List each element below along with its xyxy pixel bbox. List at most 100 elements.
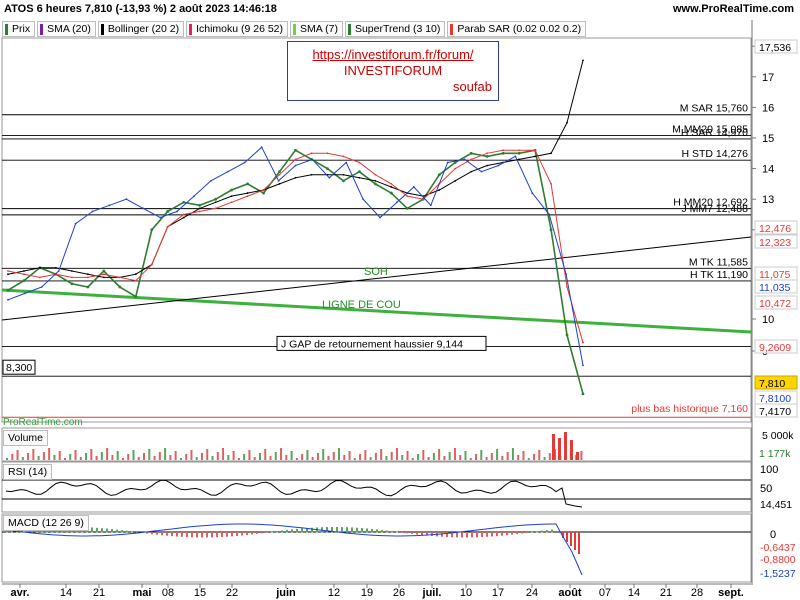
volume-bar (290, 451, 293, 460)
macd-bar (578, 532, 580, 554)
series-point (486, 164, 489, 167)
legend-item-supertrend[interactable]: SuperTrend (3 10) (344, 21, 446, 37)
series-point (134, 295, 138, 298)
series-point (534, 155, 536, 158)
volume-bar (200, 453, 203, 460)
macd-bar (331, 527, 333, 533)
volume-bar (11, 454, 14, 460)
legend-label: SMA (20) (47, 23, 91, 35)
volume-bar (496, 449, 499, 460)
price-tag-box (754, 295, 798, 310)
series-point (565, 273, 567, 276)
series-point (243, 161, 246, 164)
series-point (345, 161, 348, 164)
macd-bar (216, 532, 218, 538)
volume-panel-label[interactable]: Volume (3, 430, 49, 446)
volume-bar (390, 452, 393, 460)
series-point (166, 210, 170, 213)
volume-bar (21, 457, 24, 460)
macd-bar (396, 531, 398, 533)
macd-bar (391, 531, 393, 533)
volume-bar (464, 451, 467, 460)
series-point (389, 191, 393, 195)
legend-item-bollinger[interactable]: Bollinger (20 2) (97, 21, 185, 37)
volume-bar (459, 455, 462, 460)
macd-bar (96, 527, 98, 533)
macd-bar (296, 528, 298, 533)
macd-bar (416, 532, 418, 535)
macd-bar (341, 527, 343, 533)
legend-item-sma20[interactable]: SMA (20) (37, 21, 96, 37)
series-point (294, 158, 297, 161)
volume-bar (427, 457, 430, 460)
volume-bar (116, 451, 119, 460)
macd-bar (221, 532, 223, 538)
macd-panel-label[interactable]: MACD (12 26 9) (3, 515, 89, 531)
macd-bar (461, 532, 463, 538)
macd-bar (516, 532, 518, 535)
macd-bar (166, 532, 168, 536)
volume-bar (374, 453, 377, 460)
series-line-3 (7, 146, 584, 366)
macd-bar (566, 532, 568, 542)
legend-item-sma7[interactable]: SMA (7) (290, 21, 343, 37)
rsi-tag: 14,451 (760, 499, 792, 511)
legend-item-parabsar[interactable]: Parab SAR (0.02 0.02 0.2) (447, 21, 587, 37)
series-point (453, 161, 457, 164)
x-tick-label: juin (275, 587, 296, 599)
macd-panel (1, 513, 752, 583)
series-point (582, 59, 584, 62)
series-point (166, 225, 169, 228)
macd-bar (521, 532, 523, 534)
neckline (1, 288, 752, 334)
forum-link[interactable]: https://investiforum.fr/forum/ (312, 47, 474, 62)
series-point (150, 263, 153, 266)
volume-bar (111, 455, 114, 460)
volume-bar (543, 457, 546, 460)
volume-bar (438, 449, 441, 460)
legend-swatch (40, 23, 44, 35)
macd-bar (451, 532, 453, 538)
volume-bar (385, 456, 388, 460)
volume-bar (501, 456, 504, 460)
level-label: H STD 14,276 (681, 148, 748, 160)
series-point (470, 158, 473, 161)
macd-bar (526, 532, 528, 533)
x-tick-label: 21 (93, 587, 105, 599)
volume-bar (58, 451, 61, 460)
volume-bar (169, 455, 172, 460)
volume-bar (248, 450, 251, 460)
rsi-line (5, 479, 583, 508)
series-point (566, 121, 568, 124)
volume-bar (522, 451, 525, 460)
price-tag: 12,476 (759, 223, 791, 235)
legend-item-prix[interactable]: Prix (2, 21, 36, 37)
volume-bar (364, 450, 367, 460)
series-line-0 (7, 149, 584, 395)
series-point (74, 222, 77, 225)
x-tick-label: 28 (691, 587, 703, 599)
rsi-panel-label[interactable]: RSI (14) (3, 464, 53, 480)
macd-bar (131, 531, 133, 533)
volume-tick-label: 5 000k (762, 430, 794, 442)
level-label: H TK 11,190 (690, 269, 748, 281)
macd-bar (226, 532, 228, 537)
series-point (422, 198, 425, 201)
macd-bar (361, 528, 363, 533)
series-point (278, 183, 281, 185)
x-tick-label: 21 (660, 587, 672, 599)
series-point (102, 269, 106, 273)
series-point (214, 201, 217, 204)
series-point (7, 298, 9, 301)
volume-bar (100, 452, 103, 460)
macd-bar (121, 530, 123, 533)
price-tag-box (754, 375, 798, 390)
series-point (118, 285, 122, 289)
volume-bar (280, 448, 283, 460)
legend-item-ichimoku[interactable]: Ichimoku (9 26 52) (186, 21, 289, 37)
series-point (549, 228, 553, 232)
legend-label: Prix (12, 23, 31, 35)
series-point (446, 161, 449, 164)
macd-bar (176, 532, 178, 537)
